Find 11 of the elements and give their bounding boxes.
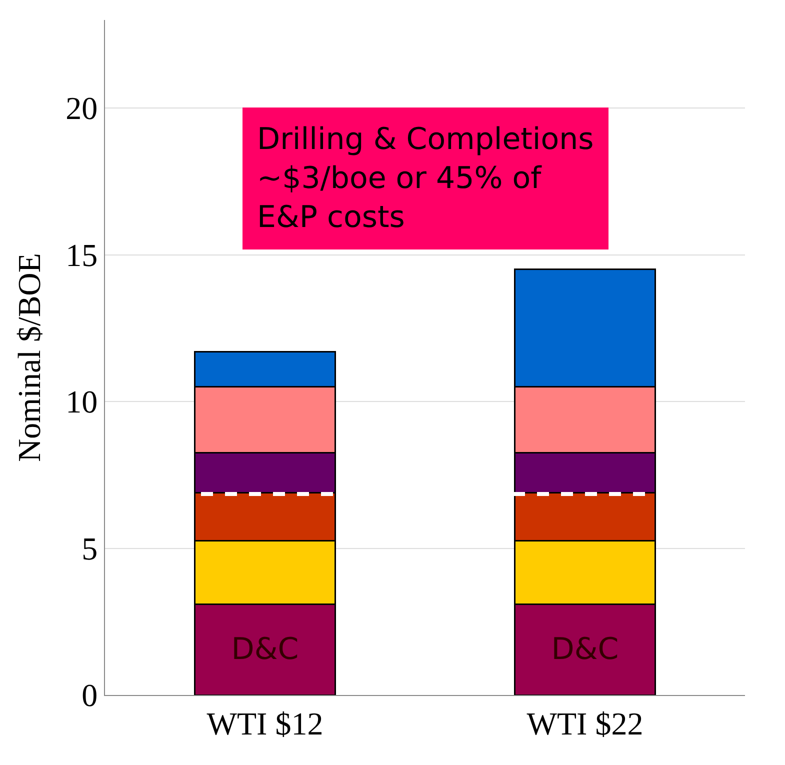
y-tick-label: 20 <box>66 90 98 126</box>
data-label: D&C <box>551 632 619 668</box>
y-tick-label: 10 <box>66 384 98 420</box>
x-tick-label: WTI $12 <box>206 705 324 742</box>
annotation: Drilling & Completions ~$3/boe or 45% of E&P costs <box>257 122 594 235</box>
y-axis-title: Nominal $/BOE <box>10 253 47 462</box>
x-tick-label: WTI $22 <box>526 705 644 742</box>
y-tick-label: 5 <box>82 530 98 566</box>
y-tick-label: 0 <box>82 677 98 714</box>
data-label: D&C <box>231 632 299 668</box>
y-tick-label: 15 <box>66 236 98 273</box>
